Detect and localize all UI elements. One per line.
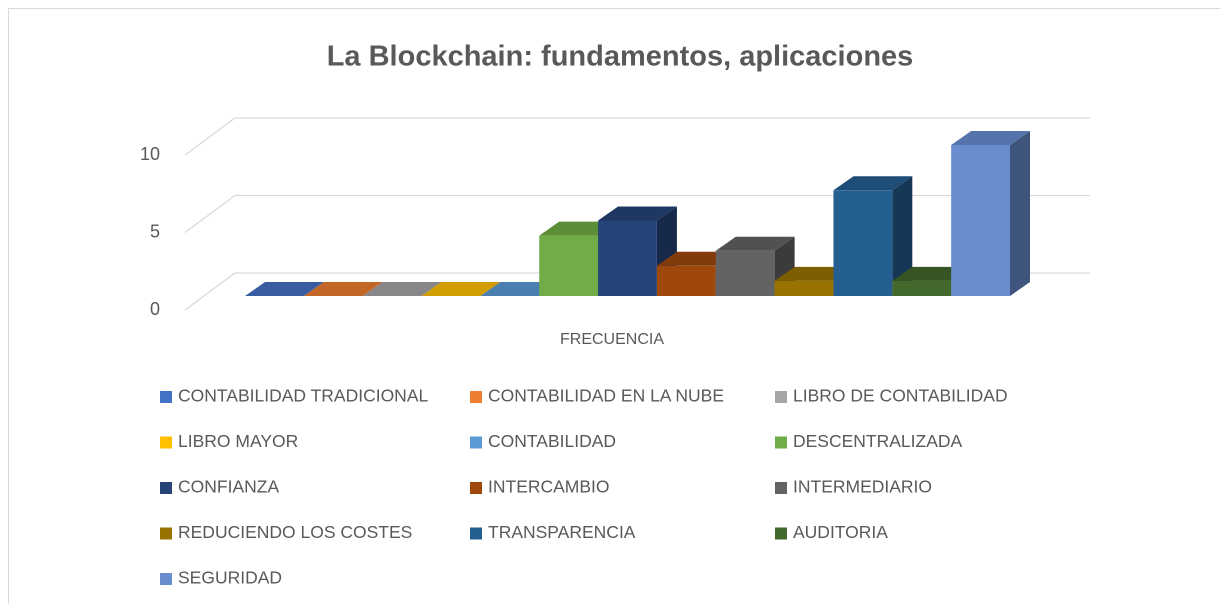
bar-front [716,251,775,296]
legend-label: INTERMEDIARIO [793,477,932,497]
legend-label: DESCENTRALIZADA [793,431,963,451]
legend-label: AUDITORIA [793,522,888,542]
legend-label: REDUCIENDO LOS COSTES [178,522,412,542]
x-tick-label: FRECUENCIA [560,331,664,348]
legend-label: LIBRO DE CONTABILIDAD [793,386,1008,406]
legend-swatch [470,482,482,494]
bar-front [775,281,834,296]
legend-swatch [160,573,172,585]
legend-label: INTERCAMBIO [488,477,610,497]
bar-front [833,190,892,296]
bar-side [1010,131,1030,296]
chart-title: La Blockchain: fundamentos, aplicaciones [327,41,914,73]
legend-swatch [160,437,172,449]
y-tick-label: 10 [140,144,160,164]
bar-front [657,266,716,296]
y-tick-label: 5 [150,221,160,241]
bar-front [539,236,598,296]
bar-front [598,221,657,297]
legend-swatch [775,482,787,494]
legend-swatch [160,482,172,494]
y-tick-label: 0 [150,299,160,319]
legend-label: LIBRO MAYOR [178,431,298,451]
legend-swatch [470,391,482,403]
legend-swatch [160,528,172,540]
legend-label: SEGURIDAD [178,568,282,588]
legend-swatch [160,391,172,403]
legend-label: CONTABILIDAD [488,431,616,451]
bar-front [951,145,1010,296]
legend-label: CONTABILIDAD TRADICIONAL [178,386,428,406]
legend-swatch [470,528,482,540]
legend-swatch [470,437,482,449]
bar [951,131,1030,296]
legend-swatch [775,437,787,449]
legend-swatch [775,391,787,403]
legend-label: CONTABILIDAD EN LA NUBE [488,386,724,406]
bar-front [892,281,951,296]
legend-swatch [775,528,787,540]
legend-label: CONFIANZA [178,477,279,497]
legend-label: TRANSPARENCIA [488,522,636,542]
